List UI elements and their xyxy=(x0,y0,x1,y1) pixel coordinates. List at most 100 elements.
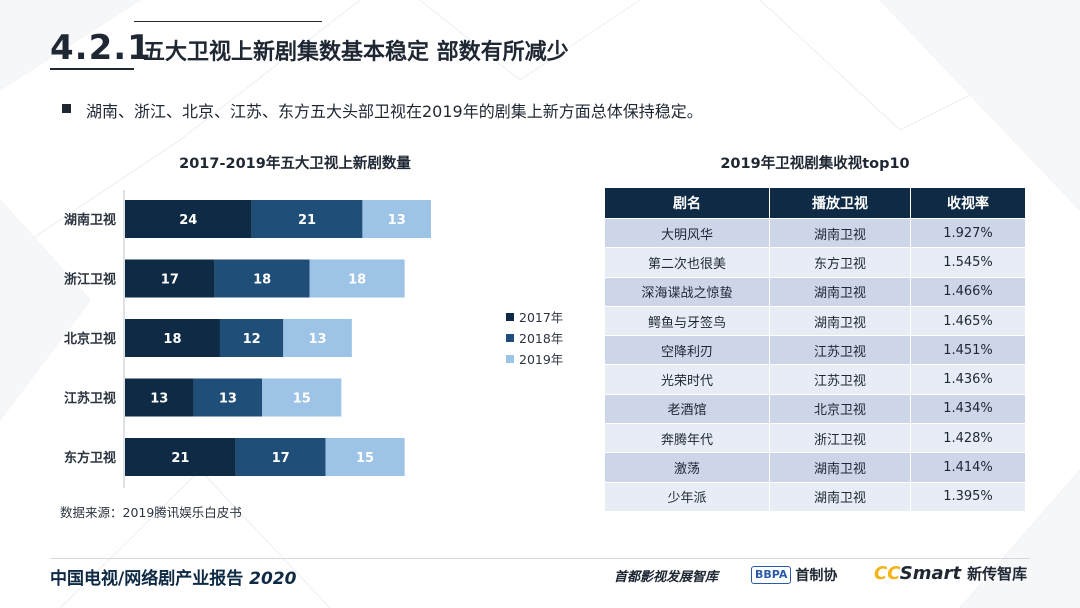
bullet-text: 湖南、浙江、北京、江苏、东方五大头部卫视在2019年的剧集上新方面总体保持稳定。 xyxy=(86,102,703,121)
footer-divider xyxy=(50,558,1030,559)
bar-value-label: 17 xyxy=(272,451,290,466)
bar-value-label: 24 xyxy=(179,213,197,228)
bar-segment xyxy=(283,319,352,357)
cell-rating: 1.927% xyxy=(910,217,1026,249)
bar-value-label: 13 xyxy=(309,332,327,347)
cell-rating: 1.451% xyxy=(910,335,1026,366)
bar-segment xyxy=(125,319,220,357)
report-title: 中国电视/网络剧产业报告 2020 xyxy=(50,564,296,589)
cell-rating: 1.428% xyxy=(910,423,1026,454)
ccsmart-think: 新传智库 xyxy=(967,565,1028,583)
bar-value-label: 12 xyxy=(243,332,261,347)
cell-channel: 湖南卫视 xyxy=(769,452,911,483)
legend-label-2017: 2017年 xyxy=(519,310,564,325)
cell-title: 鳄鱼与牙签鸟 xyxy=(604,305,770,337)
bbpa-mark: BBPA xyxy=(751,566,792,584)
bar-segment xyxy=(235,438,326,476)
cell-channel: 东方卫视 xyxy=(769,247,911,278)
category-label: 江苏卫视 xyxy=(64,391,116,407)
ccsmart-smart: Smart xyxy=(899,563,962,584)
cell-rating: 1.466% xyxy=(910,276,1026,307)
cell-channel: 江苏卫视 xyxy=(769,335,911,366)
category-label: 北京卫视 xyxy=(64,331,116,347)
brand-logo-shoudu: 首都影视发展智库 xyxy=(614,570,719,585)
legend-item-2019: 2019年 xyxy=(506,348,563,369)
bar-segment xyxy=(362,200,431,238)
legend-item-2017: 2017年 xyxy=(506,306,563,327)
table-header-row: 剧名 播放卫视 收视率 xyxy=(604,187,1026,219)
data-source-note: 数据来源：2019腾讯娱乐白皮书 xyxy=(60,505,242,520)
table-row: 老酒馆 北京卫视 1.434% xyxy=(604,393,1026,425)
bar-segment xyxy=(325,438,405,476)
chart-legend: 2017年 2018年 2019年 xyxy=(506,306,563,369)
bar-segment xyxy=(219,319,284,357)
brand-logo-ccsmart: CCSmart 新传智库 xyxy=(874,563,1027,584)
bar-value-label: 17 xyxy=(161,273,179,288)
table-row: 光荣时代 江苏卫视 1.436% xyxy=(604,364,1026,395)
cell-channel: 江苏卫视 xyxy=(769,364,911,395)
bar-value-label: 15 xyxy=(356,451,374,466)
chart-title: 2017-2019年五大卫视上新剧数量 xyxy=(179,156,411,172)
table-row: 空降利刃 江苏卫视 1.451% xyxy=(604,335,1026,366)
bbpa-name: 首制协 xyxy=(795,568,838,584)
bar-segment xyxy=(125,259,215,298)
bar-value-label: 15 xyxy=(293,392,311,407)
cell-rating: 1.414% xyxy=(910,452,1026,483)
table-row: 深海谍战之惊蛰 湖南卫视 1.466% xyxy=(604,276,1026,307)
table-header-title: 剧名 xyxy=(604,187,770,219)
legend-label-2019: 2019年 xyxy=(519,352,564,367)
cell-rating: 1.545% xyxy=(910,247,1026,278)
bar-segment xyxy=(251,200,363,238)
bar-value-label: 13 xyxy=(219,392,237,407)
section-title: 五大卫视上新剧集数基本稳定 部数有所减少 xyxy=(143,40,569,65)
table-header-rating: 收视率 xyxy=(910,187,1026,219)
table-row: 激荡 湖南卫视 1.414% xyxy=(604,452,1026,483)
legend-swatch-2018 xyxy=(506,333,514,342)
bar-value-label: 18 xyxy=(253,273,271,288)
cell-title: 光荣时代 xyxy=(604,364,770,395)
bar-segment xyxy=(125,200,252,238)
bar-segment xyxy=(309,259,405,298)
bar-value-label: 13 xyxy=(150,392,168,407)
table-row: 鳄鱼与牙签鸟 湖南卫视 1.465% xyxy=(604,305,1026,337)
table-title: 2019年卫视剧集收视top10 xyxy=(720,156,910,172)
bar-value-label: 18 xyxy=(348,273,366,288)
category-label: 湖南卫视 xyxy=(64,212,116,228)
bar-segment xyxy=(214,259,310,298)
legend-label-2018: 2018年 xyxy=(519,331,564,346)
report-year: 2020 xyxy=(249,569,297,589)
bar-value-label: 18 xyxy=(163,332,181,347)
cell-title: 大明风华 xyxy=(604,217,770,249)
section-number: 4.2.1 xyxy=(50,28,152,68)
cell-channel: 湖南卫视 xyxy=(769,217,911,249)
cell-title: 奔腾年代 xyxy=(604,423,770,454)
category-label: 浙江卫视 xyxy=(64,272,116,288)
cell-title: 少年派 xyxy=(604,481,770,512)
legend-swatch-2017 xyxy=(506,312,514,321)
table-row: 奔腾年代 浙江卫视 1.428% xyxy=(604,423,1026,454)
cell-title: 深海谍战之惊蛰 xyxy=(604,276,770,307)
bar-segment xyxy=(262,378,342,417)
cell-title: 老酒馆 xyxy=(604,393,770,425)
cell-title: 第二次也很美 xyxy=(604,247,770,278)
bullet-square-icon xyxy=(62,104,71,113)
category-label: 东方卫视 xyxy=(64,450,116,466)
table-header-channel: 播放卫视 xyxy=(769,187,911,219)
ratings-table: 剧名 播放卫视 收视率 大明风华 湖南卫视 1.927% 第二次也很美 东方卫视 1.5… xyxy=(604,187,1026,512)
cell-rating: 1.465% xyxy=(910,305,1026,337)
report-title-text: 中国电视/网络剧产业报告 xyxy=(50,569,244,589)
cell-channel: 湖南卫视 xyxy=(769,276,911,307)
cell-channel: 湖南卫视 xyxy=(769,305,911,337)
table-row: 少年派 湖南卫视 1.395% xyxy=(604,481,1026,512)
header-top-rule xyxy=(134,21,322,22)
bar-value-label: 13 xyxy=(388,213,406,228)
cell-title: 激荡 xyxy=(604,452,770,483)
bar-value-label: 21 xyxy=(298,213,316,228)
table-row: 大明风华 湖南卫视 1.927% xyxy=(604,217,1026,249)
cell-rating: 1.434% xyxy=(910,393,1026,425)
ccsmart-cc: CC xyxy=(874,563,900,584)
legend-item-2018: 2018年 xyxy=(506,327,563,348)
section-underline xyxy=(50,68,134,70)
bar-segment xyxy=(125,378,194,417)
